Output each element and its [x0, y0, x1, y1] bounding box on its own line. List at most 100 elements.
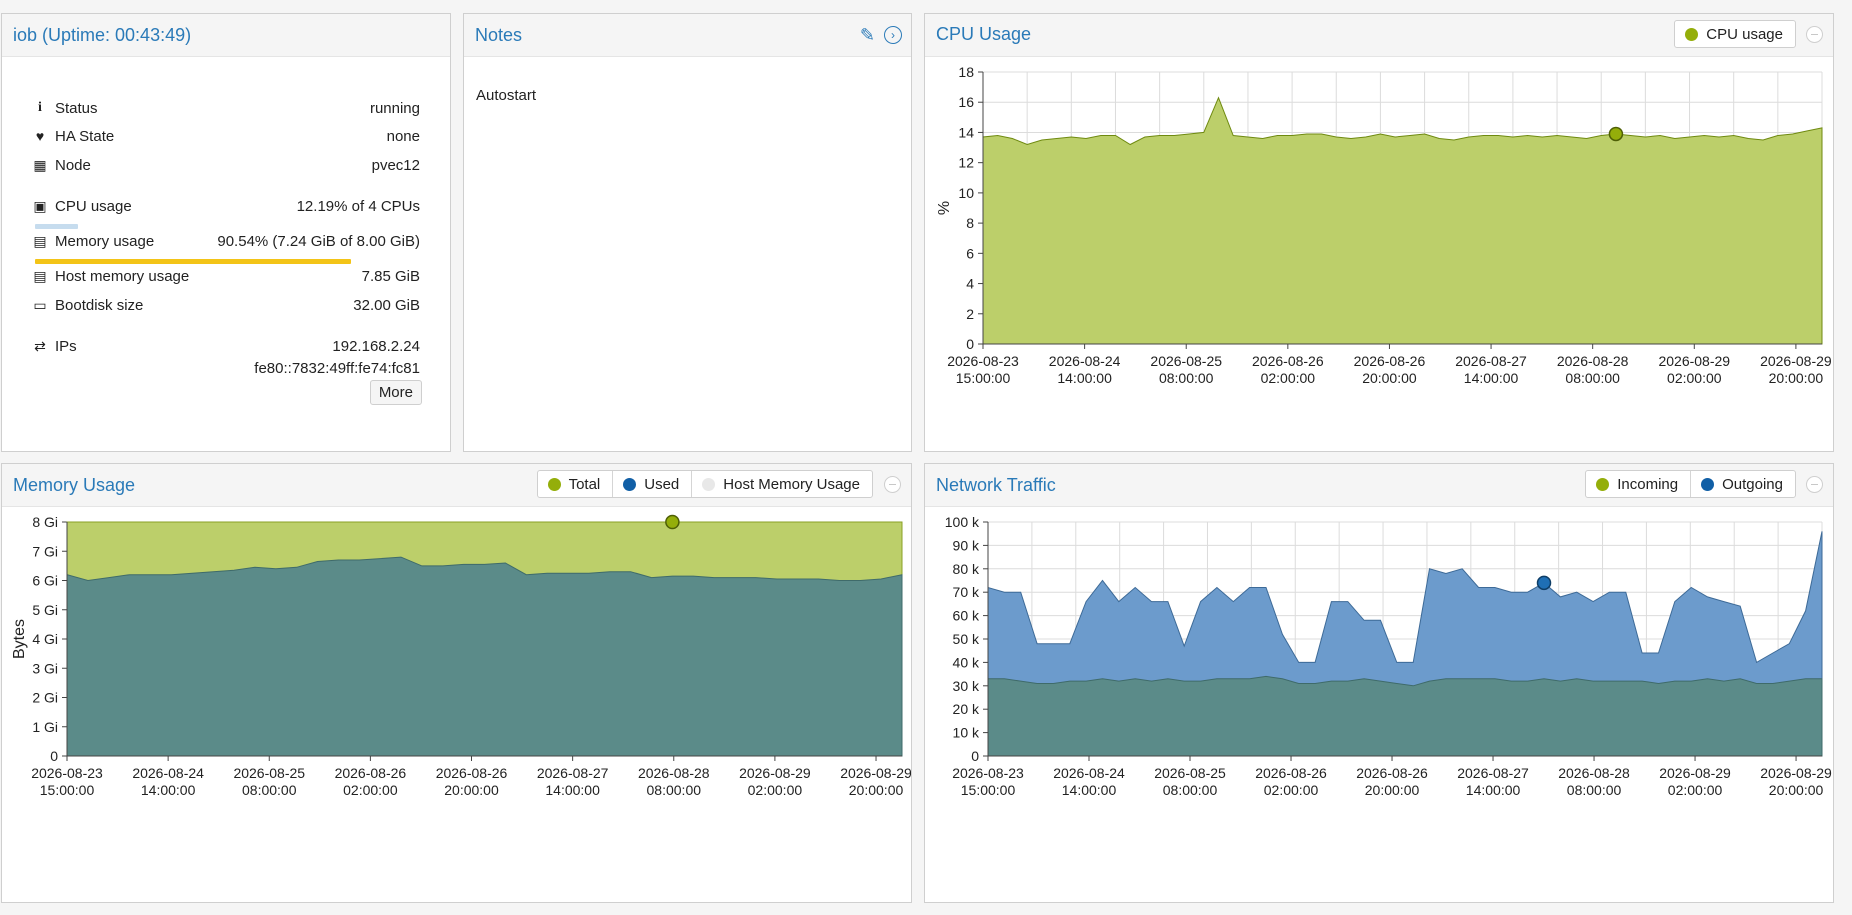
x-tick-label: 2026-08-27 14:00:00 [537, 765, 609, 798]
y-tick-label: 2 Gi [32, 690, 58, 706]
x-tick-label: 2026-08-28 08:00:00 [1558, 765, 1630, 798]
memory-panel-title: Memory Usage [13, 475, 136, 495]
notes-panel-title: Notes [475, 25, 523, 45]
y-tick-label: 60 k [953, 608, 980, 624]
notes-content: Autostart [476, 87, 537, 104]
y-tick-label: 90 k [953, 537, 980, 553]
hover-marker [1608, 126, 1624, 142]
chevron-right-icon[interactable]: › [884, 26, 902, 44]
legend-item-used[interactable]: Used [613, 471, 693, 497]
host-memory-row: ▤ Host memory usage 7.85 GiB [29, 266, 420, 286]
cpu-panel-title: CPU Usage [936, 24, 1032, 44]
cpu-usage-bar [35, 224, 78, 229]
heartbeat-icon: ♥ [35, 128, 45, 144]
memory-icon: ▤ [33, 233, 47, 249]
x-tick-label: 2026-08-27 14:00:00 [1455, 353, 1527, 386]
memory-usage-row: ▤ Memory usage 90.54% (7.24 GiB of 8.00 G… [29, 231, 420, 251]
legend-item-total[interactable]: Total [538, 471, 614, 497]
network-chart: 0 10 k 20 k 30 k 40 k 50 k 60 k 70 k 80 k 90 k 100… [945, 514, 1832, 798]
legend-item-cpu-usage[interactable]: CPU usage [1675, 21, 1795, 47]
legend-item-incoming[interactable]: Incoming [1586, 471, 1692, 497]
memory-legend: Total Used Host Memory Usage [536, 470, 873, 498]
y-axis-label: Bytes [11, 619, 28, 659]
y-tick-label: 10 k [953, 725, 980, 741]
collapse-icon[interactable] [1806, 476, 1823, 493]
legend-dot [623, 477, 637, 491]
cpu-legend: CPU usage [1674, 20, 1796, 48]
memory-usage-bar [35, 259, 351, 264]
x-tick-label: 2026-08-29 02:00:00 [1658, 353, 1730, 386]
x-tick-label: 2026-08-25 08:00:00 [233, 765, 305, 798]
notes-panel-header: Notes ✎ › [464, 14, 911, 57]
x-tick-label: 2026-08-25 08:00:00 [1150, 353, 1222, 386]
y-tick-label: 5 Gi [32, 602, 58, 618]
y-tick-label: 8 Gi [32, 514, 58, 530]
x-tick-label: 2026-08-26 02:00:00 [1252, 353, 1324, 386]
node-label: Node [55, 156, 91, 174]
status-row: i Status running [29, 98, 420, 118]
y-tick-label: 14 [958, 124, 974, 140]
host-memory-label: Host memory usage [55, 267, 190, 285]
x-tick-label: 2026-08-29 02:00:00 [1659, 765, 1731, 798]
x-tick-label: 2026-08-28 08:00:00 [1557, 353, 1629, 386]
legend-label: Host Memory Usage [723, 475, 860, 493]
ipv6-value: fe80::7832:49ff:fe74:fc81 [254, 359, 420, 377]
legend-label: Used [644, 475, 680, 493]
y-tick-label: 3 Gi [32, 660, 58, 676]
x-tick-label: 2026-08-23 15:00:00 [947, 353, 1019, 386]
legend-label: Outgoing [1722, 475, 1783, 493]
cpu-usage-panel: CPU Usage CPU usage 0 2 4 6 8 10 12 14 16 18 2026-… [924, 13, 1834, 452]
memory-usage-panel: Memory Usage Total Used Host Memory Usag… [1, 463, 912, 903]
x-tick-label: 2026-08-23 15:00:00 [952, 765, 1024, 798]
exchange-icon: ⇄ [34, 338, 46, 354]
x-tick-label: 2026-08-26 02:00:00 [1255, 765, 1327, 798]
y-tick-label: 7 Gi [32, 543, 58, 559]
y-tick-label: 40 k [953, 654, 980, 670]
more-button[interactable]: More [369, 380, 422, 405]
memory-chart: 0 1 Gi 2 Gi 3 Gi 4 Gi 5 Gi 6 Gi 7 Gi 8 Gi 2026-08… [11, 514, 911, 798]
x-tick-label: 2026-08-24 14:00:00 [1049, 353, 1121, 386]
legend-label: Total [568, 475, 601, 493]
x-tick-label: 2026-08-26 20:00:00 [1354, 353, 1426, 386]
x-tick-label: 2026-08-29 02:00:00 [739, 765, 811, 798]
notes-panel: Notes ✎ › Autostart [463, 13, 912, 452]
cpu-panel-header: CPU Usage CPU usage [925, 14, 1833, 57]
ha-state-row: ♥ HA State none [29, 126, 420, 146]
ips-label: IPs [55, 337, 77, 355]
collapse-icon[interactable] [1806, 26, 1823, 43]
area-series-outgoing [987, 675, 1823, 757]
legend-item-outgoing[interactable]: Outgoing [1691, 471, 1795, 497]
y-tick-label: 50 k [953, 631, 980, 647]
y-tick-label: 10 [958, 185, 974, 201]
y-tick-label: 4 Gi [32, 631, 58, 647]
y-tick-label: 0 [966, 336, 974, 352]
y-tick-label: 18 [958, 64, 974, 80]
ipv6-row: fe80::7832:49ff:fe74:fc81 [29, 358, 420, 378]
y-tick-label: 1 Gi [32, 719, 58, 735]
y-tick-label: 70 k [953, 584, 980, 600]
cpu-chart: 0 2 4 6 8 10 12 14 16 18 2026-08-23 15:00:00 2026-08… [936, 64, 1832, 386]
y-tick-label: 100 k [945, 514, 980, 530]
status-value: running [369, 99, 420, 117]
x-tick-label: 2026-08-28 08:00:00 [638, 765, 710, 798]
y-tick-label: 0 [50, 748, 58, 764]
cpu-usage-row: ▣ CPU usage 12.19% of 4 CPUs [29, 196, 420, 216]
collapse-icon[interactable] [884, 476, 901, 493]
y-tick-label: 16 [958, 94, 974, 110]
memory-usage-label: Memory usage [55, 232, 155, 250]
cpu-usage-label: CPU usage [55, 197, 132, 215]
network-traffic-panel: Network Traffic Incoming Outgoing 0 10 k 2… [924, 463, 1834, 903]
info-icon: i [38, 100, 42, 115]
edit-icon[interactable]: ✎ [859, 25, 875, 45]
legend-label: CPU usage [1706, 25, 1783, 43]
node-value: pvec12 [371, 156, 420, 174]
x-tick-label: 2026-08-24 14:00:00 [132, 765, 204, 798]
ipv4-value: 192.168.2.24 [332, 337, 420, 355]
legend-dot [1685, 27, 1699, 41]
y-tick-label: 4 [966, 276, 974, 292]
legend-item-host-memory[interactable]: Host Memory Usage [692, 471, 872, 497]
y-axis-label: % [936, 201, 953, 215]
legend-label: Incoming [1617, 475, 1679, 493]
network-panel-header: Network Traffic Incoming Outgoing [925, 464, 1833, 507]
y-tick-label: 80 k [953, 561, 980, 577]
